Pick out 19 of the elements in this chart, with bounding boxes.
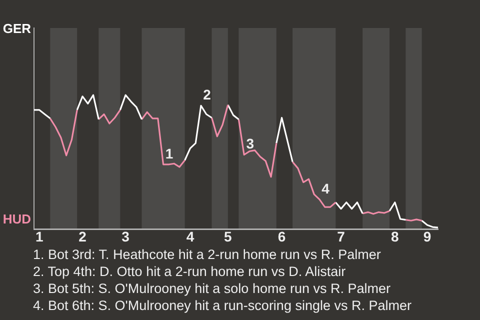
text: 2. Top 4th: D. Otto hit a 2-run home run vs D. Alistair: [33, 263, 347, 280]
text: 3. Bot 5th: S. O'Mulrooney hit a solo home run vs R. Palmer: [33, 280, 392, 297]
text: 4. Bot 6th: S. O'Mulrooney hit a run-scoring single vs R. Palmer: [33, 297, 412, 314]
annotation: 2: [203, 86, 212, 103]
text: GER: [2, 21, 32, 36]
annotation: 4: [322, 180, 330, 196]
text: HUD: [2, 211, 31, 226]
annotation: 3: [246, 136, 254, 152]
x-tick-label: 2: [78, 228, 87, 244]
x-tick-label: 1: [35, 228, 44, 244]
x-tick-label: 8: [391, 228, 400, 244]
x-tick-label: 5: [224, 228, 232, 244]
x-tick-label: 3: [122, 228, 130, 244]
text: 1. Bot 3rd: T. Heathcote hit a 2-run home run vs R. Palmer: [33, 246, 382, 263]
x-tick-label: 9: [423, 228, 432, 244]
x-tick-label: 4: [186, 228, 194, 244]
x-tick-label: 6: [278, 228, 286, 244]
x-tick-label: 7: [337, 228, 346, 244]
annotation: 1: [165, 145, 174, 162]
